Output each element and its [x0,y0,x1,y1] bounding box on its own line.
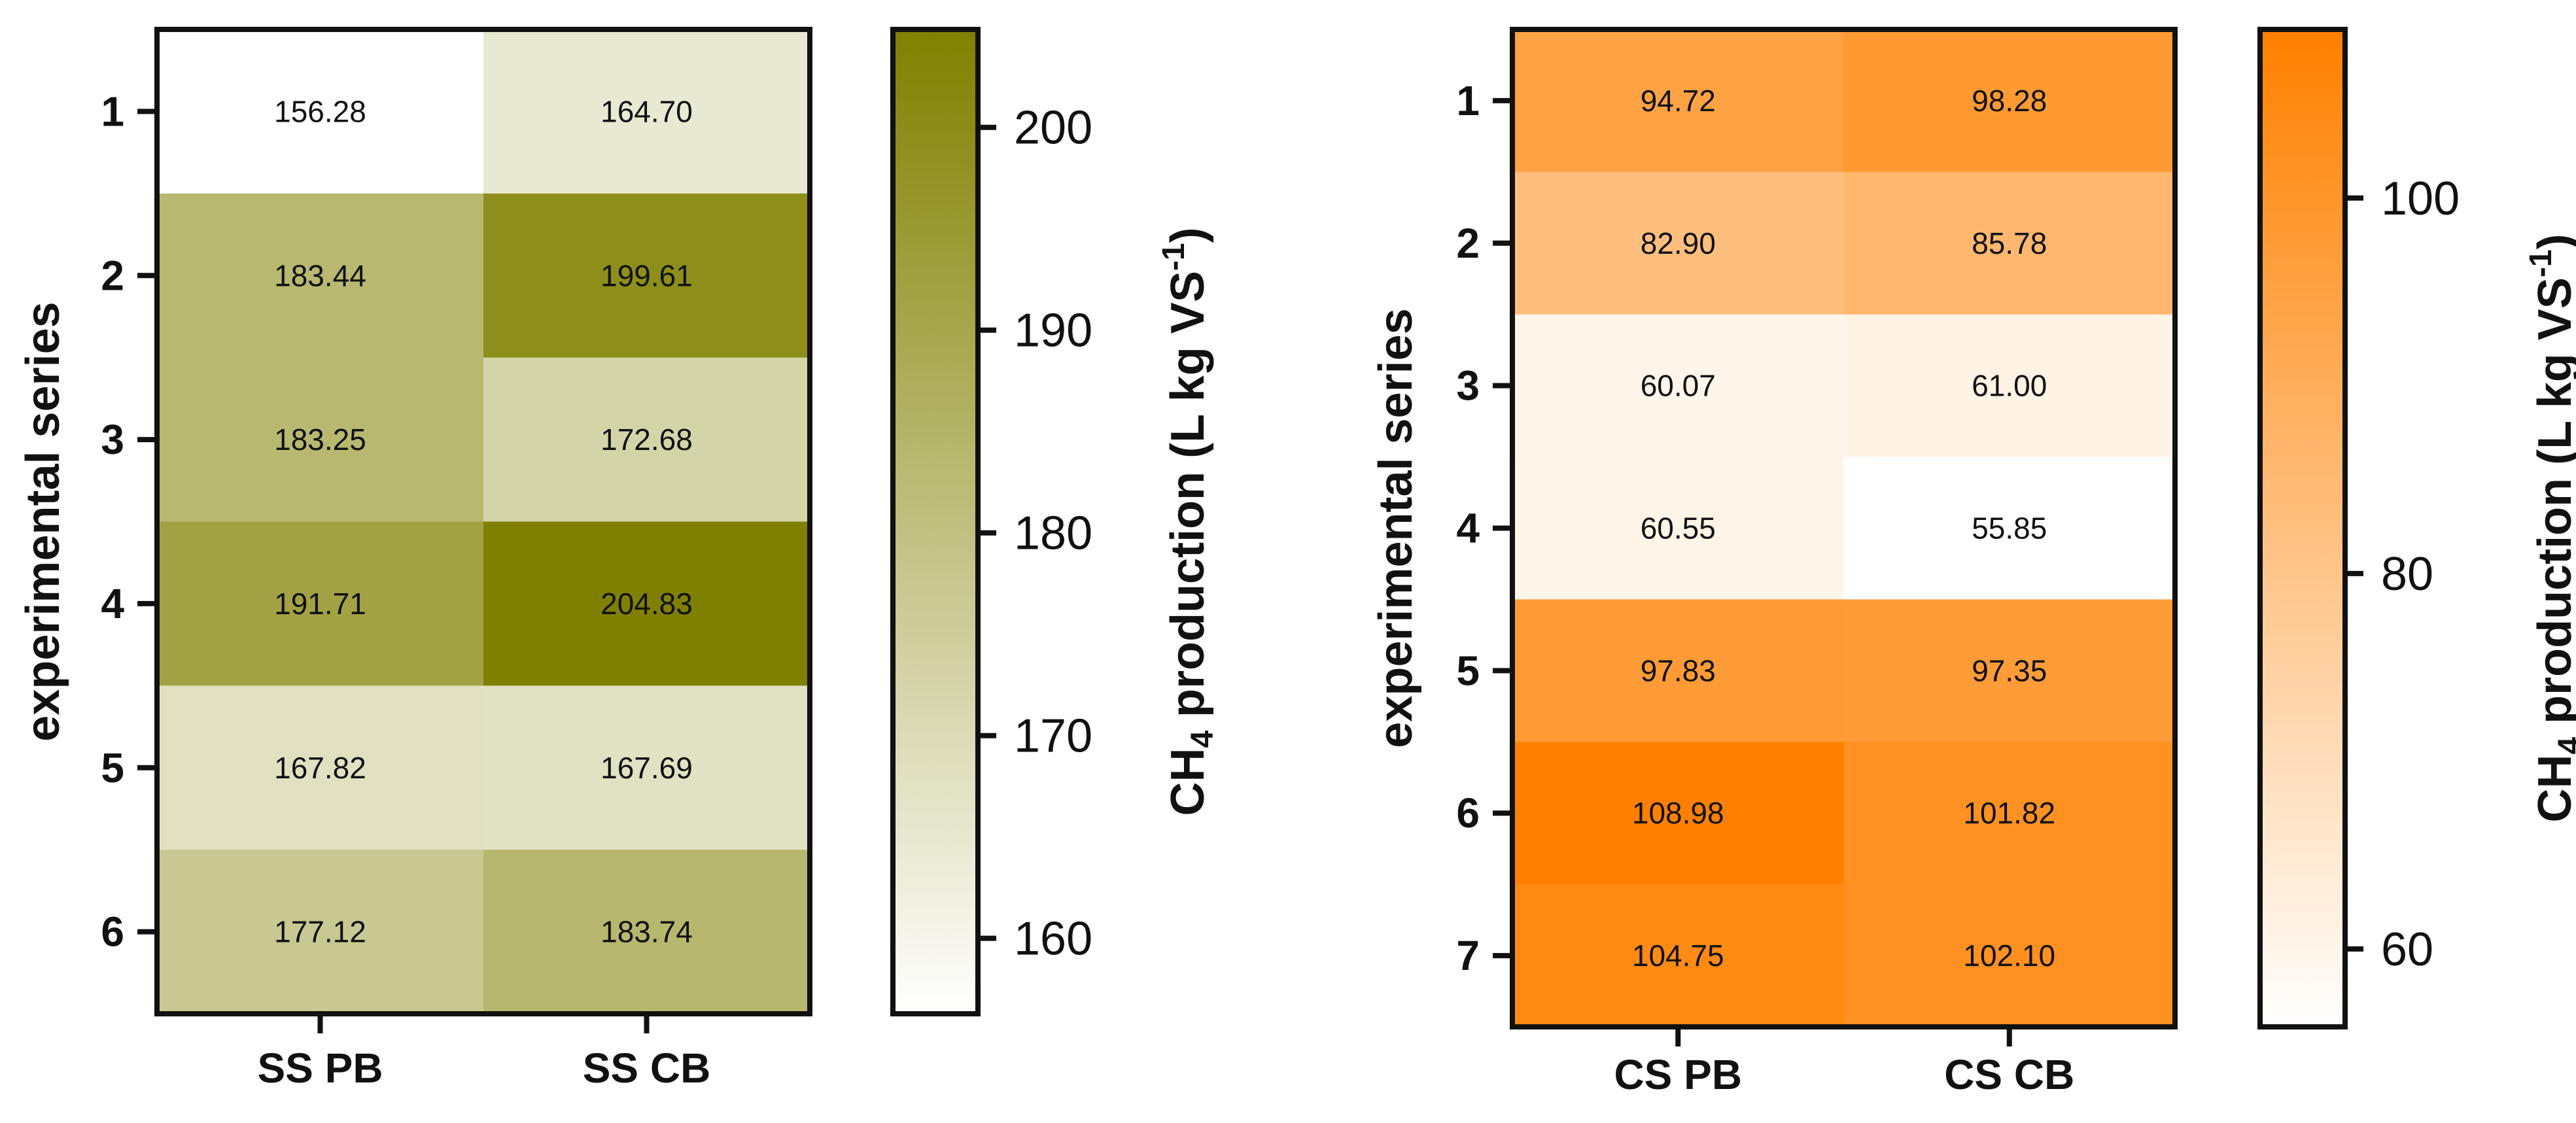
heatmap-cell [1512,884,1844,1028]
heatmap-cell [483,193,810,358]
heatmap-cell [483,685,810,850]
heatmap-cell [1512,457,1844,600]
cell-value-label: 82.90 [1641,226,1716,260]
heatmap-cell [1512,171,1844,315]
colorbar-title-part: production (L kg VS [1162,271,1214,731]
colorbar-tick-label: 60 [2381,924,2433,976]
heatmap-cell [157,29,484,194]
heatmap-cell [157,193,484,358]
heatmap-cell [1843,884,2176,1028]
colorbar-title-part: 4 [1185,731,1220,748]
cs-heatmap-panel: 94.72 98.28 82.90 85.78 60.07 61.00 60.55 55.85… [1370,27,2576,1098]
colorbar-tick-label: 200 [1014,102,1092,154]
heatmap-cell [1843,171,2176,315]
cell-value-label: 199.61 [600,258,693,292]
colorbar-tick-label: 170 [1014,710,1092,763]
cell-value-label: 183.74 [600,915,693,949]
x-tick-label: SS CB [583,1045,711,1092]
heatmap-cell [1843,599,2176,742]
cell-value-label: 98.28 [1972,84,2047,118]
y-tick-label: 1 [1456,77,1480,124]
colorbar-title-part: CH [1162,748,1214,816]
cell-value-label: 156.28 [274,94,366,128]
cell-value-label: 94.72 [1641,84,1716,118]
colorbar [2260,29,2345,1027]
y-tick-label: 4 [101,580,124,627]
y-tick-label: 3 [1456,362,1480,409]
heatmap-cell [483,850,810,1014]
heatmap-frame [154,27,812,1016]
colorbar-frame [2257,27,2348,1029]
x-tick-label: CS PB [1614,1051,1742,1098]
colorbar-tick-label: 100 [2381,173,2460,225]
colorbar-title-part: CH [2529,755,2576,823]
heatmap-cell [1843,742,2176,885]
cell-value-label: 85.78 [1972,226,2047,260]
y-tick-label: 6 [1456,789,1480,837]
heatmap-cell [157,357,484,522]
colorbar-title-part: -1 [2524,249,2558,277]
y-tick-label: 5 [1456,647,1480,694]
heatmap-cell [1512,599,1844,742]
heatmap-cell [157,521,484,686]
heatmap-cell [1843,314,2176,458]
heatmap-cell [1843,457,2176,600]
heatmap-cell [157,850,484,1014]
cell-value-label: 60.55 [1641,511,1716,545]
colorbar-title-part: production (L kg VS [2529,277,2576,737]
cell-value-label: 97.83 [1641,653,1716,687]
y-axis-title: experimental series [1370,308,1422,748]
cell-value-label: 191.71 [274,587,366,621]
cell-value-label: 177.12 [274,915,366,949]
colorbar-title: CH4 production (L kg VS-1) [2524,233,2576,822]
y-axis-title: experimental series [17,302,69,741]
y-tick-label: 7 [1456,932,1480,979]
heatmap-cell [1512,314,1844,458]
colorbar-title: CH4 production (L kg VS-1) [1157,227,1220,816]
heatmap-cell [1843,29,2176,173]
cell-value-label: 164.70 [600,94,693,128]
y-tick-label: 2 [1456,220,1480,267]
colorbar-tick-label: 180 [1014,508,1092,560]
cell-value-label: 108.98 [1632,796,1724,830]
cell-value-label: 61.00 [1972,369,2047,403]
colorbar-title-part: 4 [2552,737,2576,755]
colorbar-frame [890,27,981,1016]
y-tick-label: 4 [1456,505,1480,552]
x-tick-label: CS CB [1944,1051,2074,1098]
heatmap-cell [1512,742,1844,885]
cell-value-label: 167.82 [274,751,366,785]
cell-value-label: 102.10 [1963,939,2055,973]
cell-value-label: 97.35 [1972,653,2047,687]
cell-value-label: 172.68 [600,423,693,457]
colorbar-tick-label: 190 [1014,305,1092,357]
y-tick-label: 6 [101,908,124,956]
heatmap-cell [483,29,810,194]
heatmap-cell [157,685,484,850]
ss-heatmap-panel: 156.28 164.70 183.44 199.61 183.25 172.68 191.… [17,27,1220,1092]
y-tick-label: 5 [101,744,124,791]
x-tick-label: SS PB [257,1045,383,1092]
colorbar-tick-label: 160 [1014,913,1092,965]
cell-value-label: 204.83 [600,587,693,621]
cell-value-label: 167.69 [600,751,693,785]
heatmap-cell [483,521,810,686]
cell-value-label: 183.25 [274,423,366,457]
colorbar-title-part: -1 [1157,243,1191,271]
y-tick-label: 3 [101,416,124,463]
cell-value-label: 104.75 [1632,939,1724,973]
y-tick-label: 2 [101,252,124,299]
cell-value-label: 183.44 [274,258,366,292]
colorbar [893,29,978,1014]
heatmap-cell [1512,29,1844,173]
y-tick-label: 1 [101,88,124,135]
colorbar-title-part: ) [2529,233,2576,249]
cell-value-label: 60.07 [1641,369,1716,403]
colorbar-tick-label: 80 [2381,548,2433,600]
cell-value-label: 55.85 [1972,511,2047,545]
colorbar-title-part: ) [1162,227,1214,243]
cell-value-label: 101.82 [1963,796,2055,830]
heatmap-cell [483,357,810,522]
